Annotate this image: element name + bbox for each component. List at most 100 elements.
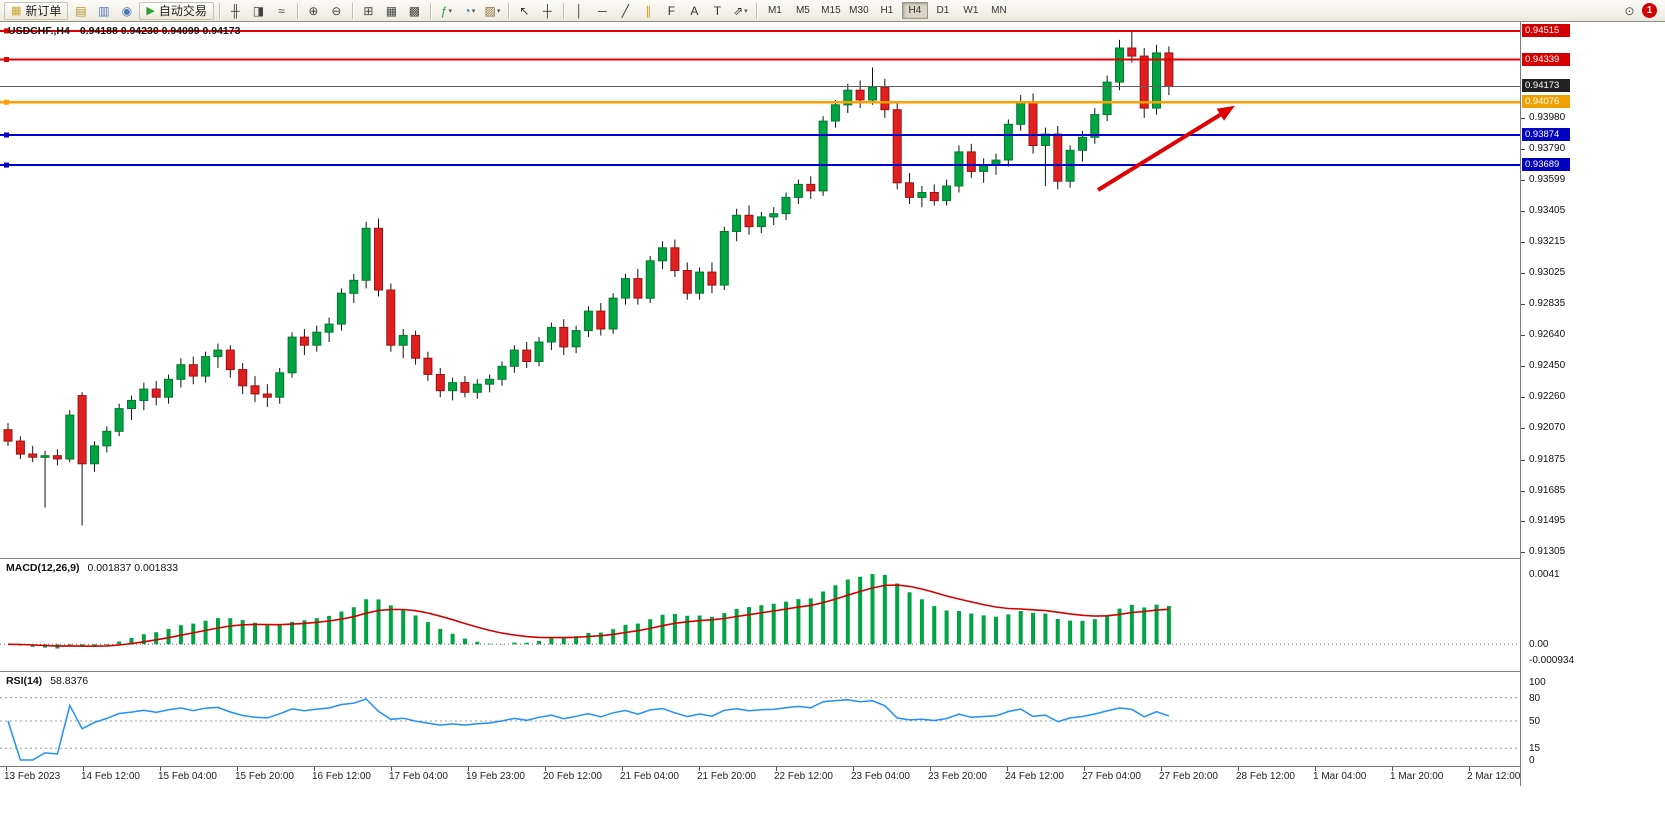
time-label: 17 Feb 04:00 bbox=[389, 771, 448, 782]
arrows-tool-icon[interactable]: ⇗ ▾ bbox=[733, 3, 748, 18]
candle-bullish bbox=[324, 323, 334, 333]
candle-bearish bbox=[77, 395, 87, 465]
line-handle[interactable] bbox=[4, 162, 9, 168]
auto-trading-button[interactable]: ▶ 自动交易 bbox=[139, 1, 214, 20]
price-tick-mark bbox=[1521, 460, 1525, 461]
candle-bullish bbox=[361, 227, 371, 281]
candle-bearish bbox=[806, 183, 816, 192]
text-icon[interactable]: A bbox=[690, 3, 699, 18]
cursor-icon[interactable]: ↖ bbox=[519, 3, 530, 18]
price-tick-mark bbox=[1521, 180, 1525, 181]
toolbar-separator bbox=[755, 2, 757, 19]
price-chart-canvas[interactable] bbox=[0, 22, 1520, 558]
candle-bullish bbox=[201, 356, 211, 377]
new-order-icon: ▦ bbox=[11, 5, 22, 17]
arrange-windows-icon[interactable]: ▩ bbox=[408, 3, 421, 18]
fibonacci-icon[interactable]: F bbox=[667, 3, 676, 18]
time-tick-mark bbox=[776, 767, 777, 771]
candle-bearish bbox=[238, 369, 248, 387]
trend-arrow-head bbox=[1216, 105, 1235, 121]
candle-bullish bbox=[1115, 47, 1124, 83]
trendline-icon[interactable]: ╱ bbox=[621, 3, 630, 18]
timeframe-d1[interactable]: D1 bbox=[936, 5, 950, 16]
indicators-icon[interactable]: ƒ ▾ bbox=[440, 3, 452, 18]
price-tick-mark bbox=[1521, 335, 1525, 336]
price-tick-label: 0.92640 bbox=[1529, 329, 1566, 340]
line-handle[interactable] bbox=[4, 132, 9, 138]
candle-bullish bbox=[917, 192, 927, 198]
candle-bullish bbox=[583, 310, 593, 332]
chart-area[interactable]: USDCHF.,H4 0.94188 0.94230 0.94099 0.941… bbox=[0, 22, 1520, 558]
candle-bullish bbox=[40, 455, 50, 458]
timeframe-m1[interactable]: M1 bbox=[767, 5, 782, 16]
toolbar-separator bbox=[218, 2, 220, 19]
horizontal-line-icon[interactable]: ─ bbox=[598, 3, 607, 18]
price-badge-0.93874: 0.93874 bbox=[1522, 128, 1570, 141]
line-handle[interactable] bbox=[4, 99, 9, 105]
tile-windows-icon[interactable]: ⊞ bbox=[363, 3, 374, 18]
candle-bearish bbox=[707, 271, 717, 286]
zoom-in-icon[interactable]: ⊕ bbox=[308, 3, 319, 18]
dropdown-caret-icon: ▾ bbox=[744, 7, 748, 15]
auto-trading-label: 自动交易 bbox=[158, 4, 207, 18]
text-label-icon[interactable]: T bbox=[713, 3, 722, 18]
candle-bullish bbox=[139, 388, 149, 402]
line-handle[interactable] bbox=[4, 57, 9, 62]
candle-bullish bbox=[65, 414, 75, 460]
time-tick-mark bbox=[622, 767, 623, 771]
market-watch-icon[interactable]: ▤ bbox=[75, 3, 87, 18]
time-tick-mark bbox=[1469, 767, 1470, 771]
time-tick-mark bbox=[237, 767, 238, 771]
candle-bearish bbox=[151, 388, 161, 398]
rsi-panel[interactable]: RSI(14) 58.8376 bbox=[0, 672, 1520, 766]
candle-bearish bbox=[423, 357, 433, 375]
rsi-scale-label: 80 bbox=[1529, 693, 1541, 704]
notification-badge[interactable]: 1 bbox=[1642, 3, 1657, 18]
timeframe-m5[interactable]: M5 bbox=[795, 5, 810, 16]
zoom-out-icon[interactable]: ⊖ bbox=[331, 3, 342, 18]
candle-bullish bbox=[485, 378, 495, 385]
cascade-windows-icon[interactable]: ▦ bbox=[385, 3, 398, 18]
candle-bearish bbox=[744, 214, 754, 228]
panel-divider-macd[interactable] bbox=[0, 558, 1665, 559]
channel-icon[interactable]: ∥ bbox=[645, 3, 652, 18]
time-tick-mark bbox=[468, 767, 469, 771]
new-order-button[interactable]: ▦ 新订单 bbox=[4, 1, 69, 20]
time-axis[interactable]: 13 Feb 2023 14 Feb 12:00 15 Feb 04:00 15 Fe… bbox=[0, 766, 1520, 786]
timeframe-h1[interactable]: H1 bbox=[880, 5, 894, 16]
line-handle[interactable] bbox=[4, 28, 9, 34]
trend-arrow[interactable] bbox=[1096, 108, 1230, 192]
timeframe-mn[interactable]: MN bbox=[991, 5, 1007, 16]
vertical-line-icon[interactable]: │ bbox=[575, 3, 584, 18]
auto-trading-icon: ▶ bbox=[146, 5, 155, 17]
candle-bearish bbox=[460, 382, 470, 393]
candle-bullish bbox=[127, 399, 136, 409]
bar-chart-icon[interactable]: ╫ bbox=[231, 3, 240, 18]
toolbar-separator bbox=[429, 2, 431, 19]
time-label: 24 Feb 12:00 bbox=[1005, 771, 1064, 782]
time-label: 16 Feb 12:00 bbox=[312, 771, 371, 782]
navigator-icon[interactable]: ◉ bbox=[121, 3, 133, 18]
crosshair-icon[interactable]: ┼ bbox=[543, 3, 552, 18]
candle-bearish bbox=[905, 182, 914, 198]
time-label: 28 Feb 12:00 bbox=[1236, 771, 1295, 782]
rsi-canvas[interactable] bbox=[0, 672, 1520, 766]
period-icon[interactable]: ◔ ▾ bbox=[463, 3, 476, 18]
timeframe-m15[interactable]: M15 bbox=[821, 5, 841, 16]
line-chart-icon[interactable]: ≈ bbox=[278, 3, 285, 18]
timeframe-h4[interactable]: H4 bbox=[901, 2, 928, 19]
candlestick-chart-icon[interactable]: ◨ bbox=[252, 3, 265, 18]
search-icon[interactable]: ⊙ bbox=[1624, 3, 1635, 18]
panel-divider-rsi[interactable] bbox=[0, 671, 1665, 672]
data-window-icon[interactable]: ▥ bbox=[98, 3, 110, 18]
timeframe-w1[interactable]: W1 bbox=[963, 5, 979, 16]
price-scale[interactable]: 0.93980 0.93790 0.93599 0.93405 0.93215 0.930… bbox=[1520, 22, 1665, 786]
template-icon[interactable]: ▨ ▾ bbox=[484, 3, 501, 18]
candle-bullish bbox=[349, 279, 359, 294]
macd-canvas[interactable] bbox=[0, 559, 1520, 671]
macd-panel[interactable]: MACD(12,26,9) 0.001837 0.001833 bbox=[0, 559, 1520, 671]
timeframe-m30[interactable]: M30 bbox=[849, 5, 869, 16]
price-tick-label: 0.93980 bbox=[1529, 112, 1566, 123]
candle-bearish bbox=[386, 289, 396, 346]
